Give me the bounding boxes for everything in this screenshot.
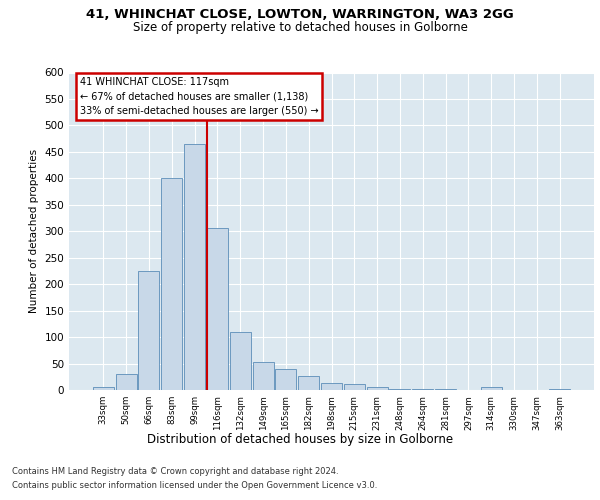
Bar bbox=[253, 362, 274, 390]
Bar bbox=[389, 389, 410, 390]
Bar bbox=[161, 178, 182, 390]
Text: 41 WHINCHAT CLOSE: 117sqm
← 67% of detached houses are smaller (1,138)
33% of se: 41 WHINCHAT CLOSE: 117sqm ← 67% of detac… bbox=[79, 78, 318, 116]
Bar bbox=[367, 388, 388, 390]
Bar bbox=[321, 383, 342, 390]
Bar bbox=[275, 369, 296, 390]
Text: 41, WHINCHAT CLOSE, LOWTON, WARRINGTON, WA3 2GG: 41, WHINCHAT CLOSE, LOWTON, WARRINGTON, … bbox=[86, 8, 514, 20]
Bar bbox=[139, 271, 160, 390]
Bar bbox=[298, 376, 319, 390]
Bar bbox=[549, 389, 570, 390]
Text: Contains HM Land Registry data © Crown copyright and database right 2024.: Contains HM Land Registry data © Crown c… bbox=[12, 468, 338, 476]
Bar bbox=[93, 388, 114, 390]
Y-axis label: Number of detached properties: Number of detached properties bbox=[29, 149, 39, 314]
Bar bbox=[116, 374, 137, 390]
Text: Size of property relative to detached houses in Golborne: Size of property relative to detached ho… bbox=[133, 21, 467, 34]
Bar bbox=[184, 144, 205, 390]
Bar bbox=[344, 384, 365, 390]
Text: Distribution of detached houses by size in Golborne: Distribution of detached houses by size … bbox=[147, 432, 453, 446]
Bar bbox=[207, 228, 228, 390]
Text: Contains public sector information licensed under the Open Government Licence v3: Contains public sector information licen… bbox=[12, 481, 377, 490]
Bar bbox=[230, 332, 251, 390]
Bar bbox=[481, 388, 502, 390]
